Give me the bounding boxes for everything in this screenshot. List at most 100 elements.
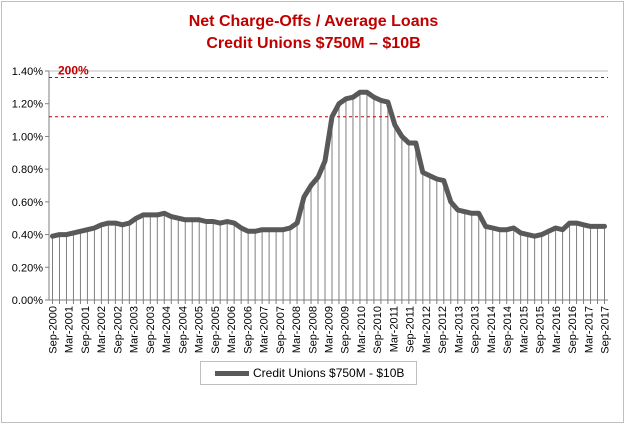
- data-point: [57, 233, 61, 237]
- data-point: [148, 213, 152, 217]
- data-point: [372, 95, 376, 99]
- data-point: [211, 219, 215, 223]
- data-point: [365, 90, 369, 94]
- data-point: [295, 221, 299, 225]
- x-tick-label: Mar-2002: [96, 306, 108, 353]
- data-point: [106, 221, 110, 225]
- y-tick-label: 1.40%: [12, 66, 43, 78]
- data-point: [260, 228, 264, 232]
- x-tick-label: Sep-2017: [600, 306, 612, 354]
- data-point: [253, 229, 257, 233]
- x-tick-label: Sep-2001: [80, 306, 92, 354]
- data-point: [547, 229, 551, 233]
- x-tick-label: Mar-2010: [356, 306, 368, 353]
- data-point: [421, 170, 425, 174]
- x-tick-label: Sep-2012: [437, 306, 449, 354]
- x-tick-label: Sep-2004: [177, 306, 189, 354]
- x-tick-label: Sep-2008: [307, 306, 319, 354]
- x-tick-label: Mar-2001: [64, 306, 76, 353]
- x-tick-label: Sep-2007: [275, 306, 287, 354]
- y-tick-label: 0.80%: [12, 164, 43, 176]
- data-point: [92, 226, 96, 230]
- data-point: [316, 175, 320, 179]
- data-point: [428, 174, 432, 178]
- data-point: [603, 224, 607, 228]
- series-line: [50, 89, 607, 239]
- data-point: [589, 224, 593, 228]
- data-point: [176, 216, 180, 220]
- data-point: [218, 221, 222, 225]
- data-point: [386, 100, 390, 104]
- data-point: [561, 228, 565, 232]
- data-point: [113, 221, 117, 225]
- x-tick-label: Mar-2005: [194, 306, 206, 353]
- data-point: [484, 224, 488, 228]
- x-tick-label: Mar-2016: [551, 306, 563, 353]
- data-point: [582, 223, 586, 227]
- legend-line-swatch: [215, 370, 249, 376]
- data-point: [330, 115, 334, 119]
- data-point: [533, 234, 537, 238]
- data-point: [449, 200, 453, 204]
- data-point: [463, 210, 467, 214]
- x-tick-label: Mar-2014: [486, 306, 498, 353]
- data-point: [435, 177, 439, 181]
- data-point: [71, 231, 75, 235]
- data-point: [78, 229, 82, 233]
- x-tick-label: Mar-2006: [226, 306, 238, 353]
- y-tick-label: 0.40%: [12, 230, 43, 242]
- data-point: [414, 141, 418, 145]
- data-point: [190, 218, 194, 222]
- data-point: [302, 195, 306, 199]
- data-point: [85, 228, 89, 232]
- data-point: [554, 226, 558, 230]
- data-point: [232, 221, 236, 225]
- data-point: [407, 141, 411, 145]
- reference-line-label: 200%: [58, 64, 89, 78]
- data-point: [526, 233, 530, 237]
- data-point: [127, 221, 131, 225]
- data-point: [183, 218, 187, 222]
- data-point: [225, 219, 229, 223]
- x-tick-label: Mar-2004: [161, 306, 173, 353]
- x-tick-label: Sep-2005: [210, 306, 222, 354]
- data-point: [393, 123, 397, 127]
- data-point: [99, 223, 103, 227]
- data-point: [134, 216, 138, 220]
- x-tick-label: Sep-2009: [340, 306, 352, 354]
- data-point: [491, 226, 495, 230]
- data-point: [358, 90, 362, 94]
- x-tick-label: Mar-2007: [259, 306, 271, 353]
- y-tick-label: 1.20%: [12, 99, 43, 111]
- x-tick-label: Sep-2002: [112, 306, 124, 354]
- data-point: [204, 219, 208, 223]
- data-point: [540, 233, 544, 237]
- x-tick-label: Sep-2015: [535, 306, 547, 354]
- x-tick-label: Sep-2014: [502, 306, 514, 354]
- data-point: [120, 223, 124, 227]
- data-point: [267, 228, 271, 232]
- data-point: [505, 228, 509, 232]
- data-point: [64, 233, 68, 237]
- data-point: [323, 159, 327, 163]
- data-point: [456, 208, 460, 212]
- data-point: [288, 226, 292, 230]
- data-point: [281, 228, 285, 232]
- x-tick-label: Sep-2013: [470, 306, 482, 354]
- x-tick-label: Sep-2006: [242, 306, 254, 354]
- data-point: [477, 211, 481, 215]
- data-point: [442, 179, 446, 183]
- data-point: [155, 213, 159, 217]
- data-point: [274, 228, 278, 232]
- data-point: [596, 224, 600, 228]
- chart-subtitle: Credit Unions $750M – $10B: [206, 35, 421, 52]
- data-point: [575, 221, 579, 225]
- data-point: [337, 102, 341, 106]
- legend-label: Credit Unions $750M - $10B: [253, 366, 405, 380]
- data-point: [400, 134, 404, 138]
- data-point: [239, 226, 243, 230]
- x-tick-label: Sep-2003: [145, 306, 157, 354]
- x-tick-label: Mar-2003: [129, 306, 141, 353]
- data-point: [470, 211, 474, 215]
- x-tick-label: Mar-2008: [291, 306, 303, 353]
